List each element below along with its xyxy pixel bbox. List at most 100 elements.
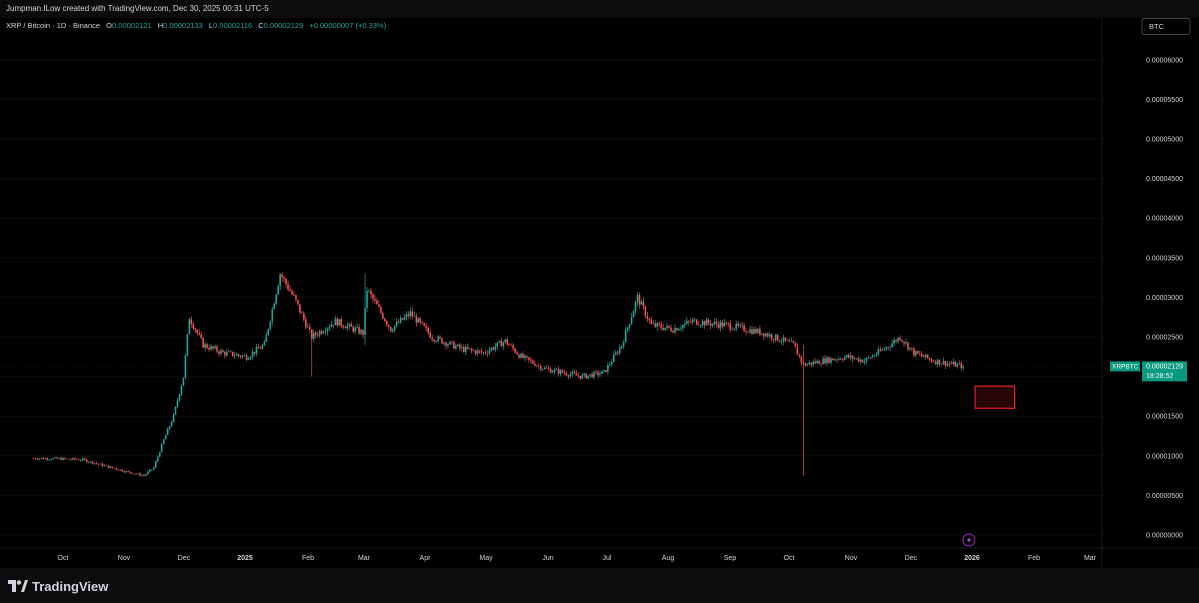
candle-body [901,339,903,342]
candle-body [362,330,364,335]
candle-body [877,349,880,355]
candle-body [522,353,524,358]
chart-area[interactable]: 0.00006000 0.00005500 0.00005000 0.00004500… [0,18,1199,568]
candle-body [652,323,655,325]
candle-body [571,372,574,375]
candle-body [407,314,410,316]
candle-body [510,345,512,346]
grid-lines [0,59,1102,536]
annotations [0,366,1140,409]
price-tag-price: 0.00002129 [1146,364,1183,371]
candle-body [881,349,884,351]
candle-body [676,328,678,331]
candle-body [387,324,390,327]
candle-body [808,362,811,364]
candle-body [632,310,635,318]
currency-button-label[interactable]: BTC [1149,22,1165,31]
candle-body [427,328,430,333]
candle-body [887,347,890,348]
candle-body [103,465,106,467]
currency-button[interactable]: BTC [1141,18,1191,35]
candle-body [399,318,402,323]
candle-body [727,322,730,324]
candle-body [711,323,714,326]
attribution-bar: Jumpman.ILow created with TradingView.co… [0,0,1199,18]
candle-body [305,319,307,328]
lightning-icon[interactable] [962,533,976,547]
candle-body [119,469,122,471]
candle-body [123,471,125,473]
y-tick-label: 0.00000000 [1146,533,1183,540]
candle-body [638,294,641,305]
candle-body [101,463,104,467]
candle-body [812,361,814,365]
legend-change: +0.00000007 (+0.33%) [309,21,386,30]
price-axis[interactable]: 0.00006000 0.00005500 0.00005000 0.00004500… [1101,18,1183,568]
candle-body [226,351,228,356]
candle-body [60,458,62,460]
candle-body [239,355,242,358]
candle-body [318,331,321,336]
candle-body [474,350,477,354]
candle-body [782,337,785,342]
candle-body [143,475,145,476]
candle-body [42,457,45,460]
candle-body [747,332,749,333]
candle-body [433,339,435,342]
candle-body [125,471,127,473]
candle-body [265,334,268,342]
candle-body [715,321,718,325]
candle-body [445,342,447,346]
candle-body [684,323,686,326]
candle-body [806,363,809,366]
candle-body [46,458,49,460]
candle-body [555,369,558,370]
candle-body [628,324,631,328]
y-tick-label: 0.00004500 [1146,176,1183,183]
candle-body [91,461,94,464]
candle-body [486,353,489,354]
candle-body [607,364,609,372]
candle-body [115,468,118,470]
annotation-rectangle[interactable] [974,385,1016,409]
candle-body [766,333,769,337]
candle-body [670,327,672,332]
candle-body [563,372,566,374]
tradingview-logo[interactable]: TradingView [8,577,108,595]
candle-body [553,369,556,372]
candle-body [395,321,398,326]
x-tick-label: Nov [118,555,131,562]
candle-body [830,358,832,363]
candle-body [322,332,325,334]
candle-body [141,475,143,476]
candle-body [952,361,955,365]
candle-body [397,321,400,323]
price-chart[interactable]: 0.00006000 0.00005500 0.00005000 0.00004500… [0,18,1199,568]
candle-body [648,319,651,321]
candle-body [222,350,224,353]
candle-body [930,359,933,362]
candle-body [263,341,266,346]
candle-body [938,359,941,365]
candle-body [241,355,244,358]
candle-body [709,323,712,326]
candle-body [190,319,193,324]
candle-body [455,345,457,349]
candle-body [249,356,252,359]
candle-body [137,473,139,475]
candle-body [640,301,643,305]
candle-body [228,351,230,353]
candle-body [275,294,278,304]
candle-body [512,345,514,349]
candle-body [417,318,420,323]
candle-body [788,340,791,342]
candle-body [549,368,552,373]
time-axis[interactable]: Oct Nov Dec 2025 Feb Mar Apr May Jun Jul Aug Sep Oct… [0,547,1199,562]
candle-body [87,462,90,463]
candle-body [154,461,157,468]
candle-body [320,331,323,334]
candle-body [520,353,522,358]
candle-body [383,318,386,322]
candle-body [334,318,337,326]
candle-body [206,344,208,348]
